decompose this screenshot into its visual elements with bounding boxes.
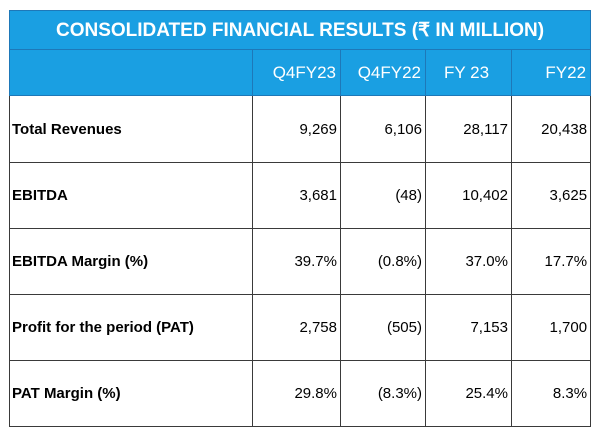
table-row-total-revenues: Total Revenues 9,269 6,106 28,117 20,438	[9, 95, 592, 163]
table-row-pat-margin: PAT Margin (%) 29.8% (8.3%) 25.4% 8.3%	[9, 360, 592, 427]
table-row-ebitda-margin: EBITDA Margin (%) 39.7% (0.8%) 37.0% 17.…	[9, 228, 592, 295]
column-header-q4fy22: Q4FY22	[340, 49, 426, 96]
table-row-pat: Profit for the period (PAT) 2,758 (505) …	[9, 294, 592, 361]
column-header-row: Q4FY23 Q4FY22 FY 23 FY22	[9, 49, 592, 96]
row-label: EBITDA Margin (%)	[9, 228, 253, 295]
cell-value: 17.7%	[510, 228, 592, 295]
cell-value: (0.8%)	[340, 228, 426, 295]
cell-value: (8.3%)	[340, 360, 426, 427]
cell-value: 2,758	[252, 294, 341, 361]
table-title: CONSOLIDATED FINANCIAL RESULTS (₹ IN MIL…	[8, 10, 592, 50]
financial-results-table-container: CONSOLIDATED FINANCIAL RESULTS (₹ IN MIL…	[8, 10, 592, 427]
financial-results-table: CONSOLIDATED FINANCIAL RESULTS (₹ IN MIL…	[8, 10, 592, 427]
cell-value: 28,117	[425, 95, 512, 163]
cell-value: 39.7%	[252, 228, 341, 295]
cell-value: 37.0%	[425, 228, 512, 295]
column-header-fy22: FY22	[510, 49, 592, 96]
cell-value: 10,402	[425, 162, 512, 229]
cell-value: (48)	[340, 162, 426, 229]
row-label: Profit for the period (PAT)	[9, 294, 253, 361]
cell-value: 25.4%	[425, 360, 512, 427]
column-header-blank	[9, 49, 253, 96]
table-title-row: CONSOLIDATED FINANCIAL RESULTS (₹ IN MIL…	[8, 10, 592, 50]
row-label: EBITDA	[9, 162, 253, 229]
row-label: PAT Margin (%)	[9, 360, 253, 427]
cell-value: 7,153	[425, 294, 512, 361]
column-header-fy23: FY 23	[425, 49, 512, 96]
table-row-ebitda: EBITDA 3,681 (48) 10,402 3,625	[9, 162, 592, 229]
cell-value: 8.3%	[510, 360, 592, 427]
row-label: Total Revenues	[9, 95, 253, 163]
column-header-q4fy23: Q4FY23	[252, 49, 341, 96]
cell-value: 3,681	[252, 162, 341, 229]
cell-value: 20,438	[510, 95, 592, 163]
cell-value: (505)	[340, 294, 426, 361]
cell-value: 9,269	[252, 95, 341, 163]
cell-value: 1,700	[510, 294, 592, 361]
cell-value: 3,625	[510, 162, 592, 229]
cell-value: 29.8%	[252, 360, 341, 427]
cell-value: 6,106	[340, 95, 426, 163]
